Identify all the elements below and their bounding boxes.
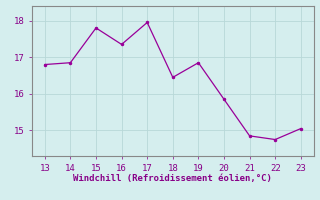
X-axis label: Windchill (Refroidissement éolien,°C): Windchill (Refroidissement éolien,°C) (73, 174, 272, 183)
